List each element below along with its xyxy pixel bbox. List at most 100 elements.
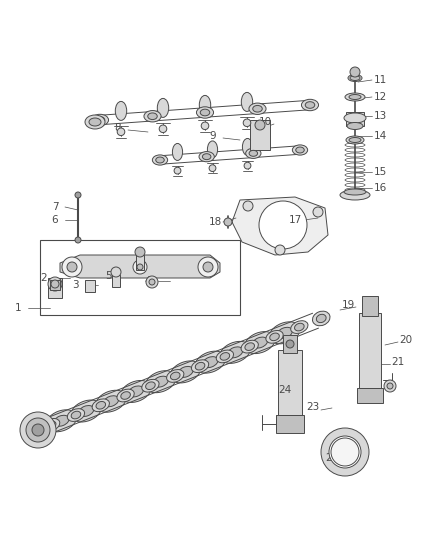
Bar — [48, 278, 62, 298]
Ellipse shape — [128, 386, 144, 397]
Ellipse shape — [200, 109, 210, 116]
Circle shape — [203, 262, 213, 272]
Bar — [276, 415, 304, 433]
Ellipse shape — [249, 150, 258, 156]
Ellipse shape — [92, 114, 109, 126]
Ellipse shape — [203, 357, 218, 368]
Ellipse shape — [117, 389, 134, 402]
Circle shape — [75, 237, 81, 243]
Ellipse shape — [296, 147, 304, 153]
Ellipse shape — [208, 141, 218, 158]
Text: 12: 12 — [373, 92, 387, 102]
Ellipse shape — [121, 392, 131, 399]
Ellipse shape — [252, 337, 268, 348]
Ellipse shape — [120, 381, 151, 402]
Text: 9: 9 — [210, 131, 216, 141]
Bar — [85, 280, 95, 292]
Ellipse shape — [197, 107, 214, 118]
Ellipse shape — [345, 93, 365, 101]
Ellipse shape — [348, 75, 362, 82]
Ellipse shape — [142, 379, 159, 392]
Ellipse shape — [103, 395, 119, 407]
Circle shape — [275, 245, 285, 255]
Ellipse shape — [347, 123, 363, 130]
Ellipse shape — [291, 321, 308, 334]
Circle shape — [384, 380, 396, 392]
Ellipse shape — [266, 330, 283, 343]
Ellipse shape — [346, 136, 364, 144]
Ellipse shape — [173, 143, 183, 160]
Ellipse shape — [269, 322, 300, 344]
Ellipse shape — [199, 95, 211, 115]
Circle shape — [243, 119, 251, 127]
Circle shape — [201, 122, 209, 130]
Ellipse shape — [202, 154, 211, 160]
Ellipse shape — [241, 340, 258, 353]
Circle shape — [350, 67, 360, 77]
Circle shape — [51, 280, 59, 288]
Ellipse shape — [42, 418, 60, 431]
Text: 13: 13 — [373, 111, 387, 121]
Ellipse shape — [144, 110, 161, 122]
Ellipse shape — [92, 399, 110, 411]
Text: 14: 14 — [373, 131, 387, 141]
Bar — [40, 240, 240, 315]
Text: 11: 11 — [373, 75, 387, 85]
Ellipse shape — [95, 390, 126, 412]
Circle shape — [48, 277, 62, 291]
Ellipse shape — [170, 372, 180, 379]
Circle shape — [209, 165, 216, 172]
Circle shape — [111, 267, 121, 277]
Text: 15: 15 — [373, 167, 387, 177]
Bar — [362, 296, 378, 316]
Circle shape — [329, 436, 361, 468]
Text: 18: 18 — [208, 217, 222, 227]
Circle shape — [243, 201, 253, 211]
Text: 4: 4 — [145, 276, 151, 286]
Ellipse shape — [170, 361, 201, 383]
Circle shape — [67, 262, 77, 272]
Ellipse shape — [220, 341, 251, 364]
Ellipse shape — [46, 421, 56, 429]
Ellipse shape — [95, 117, 105, 123]
Ellipse shape — [216, 350, 233, 363]
Ellipse shape — [350, 76, 360, 80]
Bar — [50, 280, 60, 290]
Text: 16: 16 — [373, 183, 387, 193]
Ellipse shape — [344, 189, 366, 195]
Ellipse shape — [244, 332, 275, 353]
Text: 7: 7 — [52, 202, 58, 212]
Ellipse shape — [153, 376, 168, 387]
Text: 1: 1 — [15, 303, 21, 313]
Text: 6: 6 — [52, 215, 58, 225]
Bar — [136, 255, 144, 270]
Ellipse shape — [157, 99, 169, 117]
Text: 21: 21 — [392, 357, 405, 367]
Circle shape — [259, 201, 307, 249]
Ellipse shape — [301, 99, 318, 111]
Circle shape — [255, 120, 265, 130]
Polygon shape — [60, 255, 220, 278]
Ellipse shape — [195, 351, 226, 373]
Ellipse shape — [344, 113, 366, 123]
Bar — [359, 313, 381, 388]
Ellipse shape — [46, 410, 77, 432]
Circle shape — [146, 276, 158, 288]
Text: 10: 10 — [258, 117, 272, 127]
Ellipse shape — [340, 190, 370, 200]
Bar — [112, 275, 120, 287]
Text: 19: 19 — [341, 300, 355, 310]
Polygon shape — [232, 197, 328, 255]
Circle shape — [26, 418, 50, 442]
Text: 22: 22 — [325, 453, 339, 463]
Ellipse shape — [220, 353, 230, 360]
Text: 23: 23 — [306, 402, 320, 412]
Ellipse shape — [349, 138, 361, 142]
Ellipse shape — [178, 366, 193, 377]
Text: 17: 17 — [288, 215, 302, 225]
Ellipse shape — [71, 411, 81, 419]
Text: 24: 24 — [279, 385, 292, 395]
Text: 20: 20 — [399, 335, 413, 345]
Ellipse shape — [115, 101, 127, 120]
Text: 3: 3 — [72, 280, 78, 290]
